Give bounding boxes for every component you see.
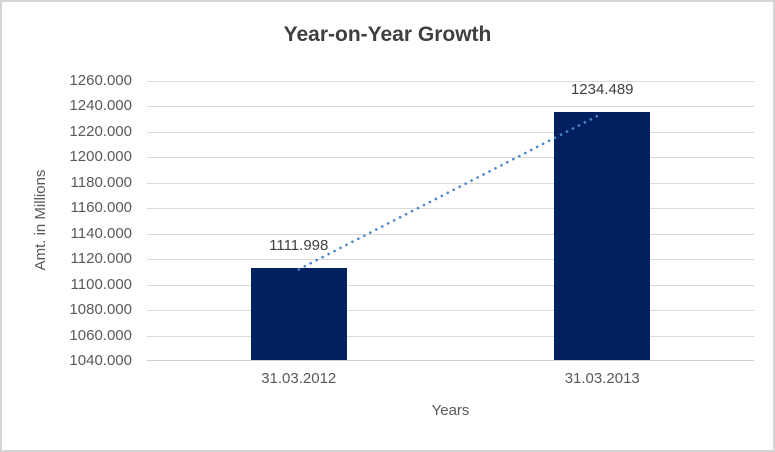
bar-value-label: 1234.489 [570, 81, 634, 99]
gridline [147, 335, 754, 337]
gridline [147, 233, 754, 235]
y-tick-label: 1040.000 [69, 352, 132, 369]
y-tick-label: 1180.000 [70, 173, 132, 191]
y-tick-label: 1200.000 [69, 148, 132, 166]
chart-title: Year-on-Year Growth [283, 23, 492, 46]
gridline [147, 182, 754, 184]
y-tick-label: 1100.000 [70, 275, 132, 293]
gridline [147, 208, 754, 210]
gridline [147, 310, 754, 312]
plot-area [147, 81, 754, 361]
y-tick-label: 1220.000 [69, 122, 132, 140]
gridline [147, 106, 754, 108]
y-tick-label: 1120.000 [70, 250, 132, 268]
y-tick-label: 1080.000 [69, 301, 132, 319]
gridline [147, 131, 754, 133]
bar-value-label: 1111.998 [269, 237, 329, 255]
gridline [147, 284, 754, 286]
x-tick-label: 31.03.2012 [261, 370, 337, 387]
x-axis-line [147, 360, 754, 361]
y-tick-label: 1260.000 [69, 72, 132, 89]
gridline [147, 157, 754, 159]
bar [554, 112, 651, 360]
gridline [147, 259, 754, 261]
y-tick-label: 1160.000 [70, 199, 132, 217]
gridline [147, 81, 754, 82]
y-tick-label: 1140.000 [70, 224, 132, 242]
bar [250, 268, 347, 360]
x-tick-label: 31.03.2013 [564, 370, 640, 387]
y-tick-label: 1240.000 [69, 97, 132, 115]
trendline [297, 112, 604, 271]
x-axis-title: Years [431, 402, 470, 419]
y-tick-label: 1060.000 [69, 326, 132, 344]
